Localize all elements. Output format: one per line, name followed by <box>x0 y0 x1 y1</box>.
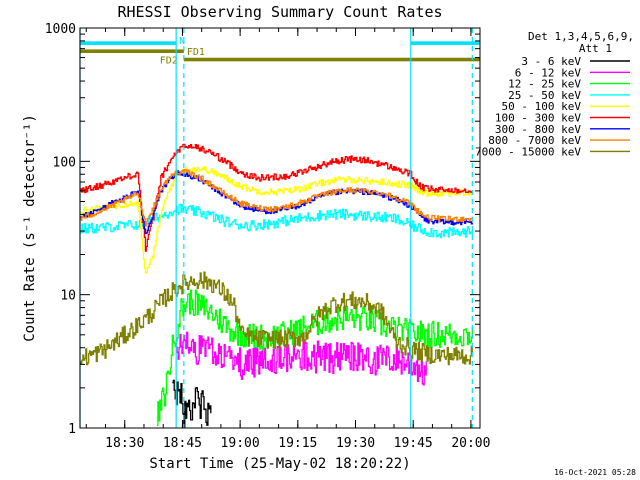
flag-label-0: N <box>179 36 185 47</box>
footer-date: 16-Oct-2021 05:28 <box>554 468 636 477</box>
y-axis-ticks: 1 10 100 1000 <box>45 22 480 437</box>
x-axis-ticks: 18:30 18:45 19:00 19:15 19:30 19:45 20:00 <box>85 28 490 451</box>
legend-label-1: 6 - 12 keV <box>515 66 582 79</box>
legend-label-2: 12 - 25 keV <box>508 78 581 91</box>
y-tick-label-2: 100 <box>53 155 76 170</box>
x-axis-label: Start Time (25-May-02 18:20:22) <box>149 456 410 472</box>
x-tick-label-3: 19:15 <box>278 436 317 451</box>
legend-label-4: 50 - 100 keV <box>502 100 582 113</box>
x-tick-label-0: 18:30 <box>105 436 144 451</box>
x-tick-label-4: 19:30 <box>336 436 375 451</box>
x-tick-label-5: 19:45 <box>394 436 433 451</box>
series-line-0 <box>172 379 212 428</box>
x-tick-label-1: 18:45 <box>163 436 202 451</box>
legend-label-8: 7000 - 15000 keV <box>475 145 581 158</box>
series-line-7 <box>80 168 473 227</box>
chart-title: RHESSI Observing Summary Count Rates <box>117 3 442 21</box>
x-tick-label-2: 19:00 <box>221 436 260 451</box>
legend-header-line-1: Det 1,3,4,5,6,9, <box>528 30 634 43</box>
y-tick-label-3: 1000 <box>45 22 76 37</box>
y-tick-label-1: 10 <box>60 289 76 304</box>
plot-frame <box>79 27 481 429</box>
y-axis-label: Count Rate (s⁻¹ detector⁻¹) <box>22 114 38 342</box>
flag-label-2: FD2 <box>160 56 178 67</box>
x-tick-label-6: 20:00 <box>451 436 490 451</box>
flag-bar-0-1 <box>410 41 480 45</box>
flag-bar-2-0 <box>183 57 480 62</box>
series-line-1 <box>176 331 427 386</box>
legend-header-line-2: Att 1 <box>579 42 612 55</box>
series-line-5 <box>80 143 473 252</box>
flag-bar-1-0 <box>80 49 184 53</box>
legend-label-3: 25 - 50 keV <box>508 89 581 102</box>
series-line-8 <box>80 271 473 366</box>
legend-label-5: 100 - 300 keV <box>495 112 581 125</box>
series-line-4 <box>80 166 473 274</box>
legend-label-0: 3 - 6 keV <box>521 55 581 68</box>
flag-bar-0-0 <box>80 41 177 45</box>
series-layer <box>80 143 473 428</box>
series-line-6 <box>80 170 473 234</box>
flag-label-1: FD1 <box>187 47 205 58</box>
legend-label-7: 800 - 7000 keV <box>488 134 581 147</box>
y-tick-label-0: 1 <box>68 422 76 437</box>
legend-label-6: 300 - 800 keV <box>495 123 581 136</box>
